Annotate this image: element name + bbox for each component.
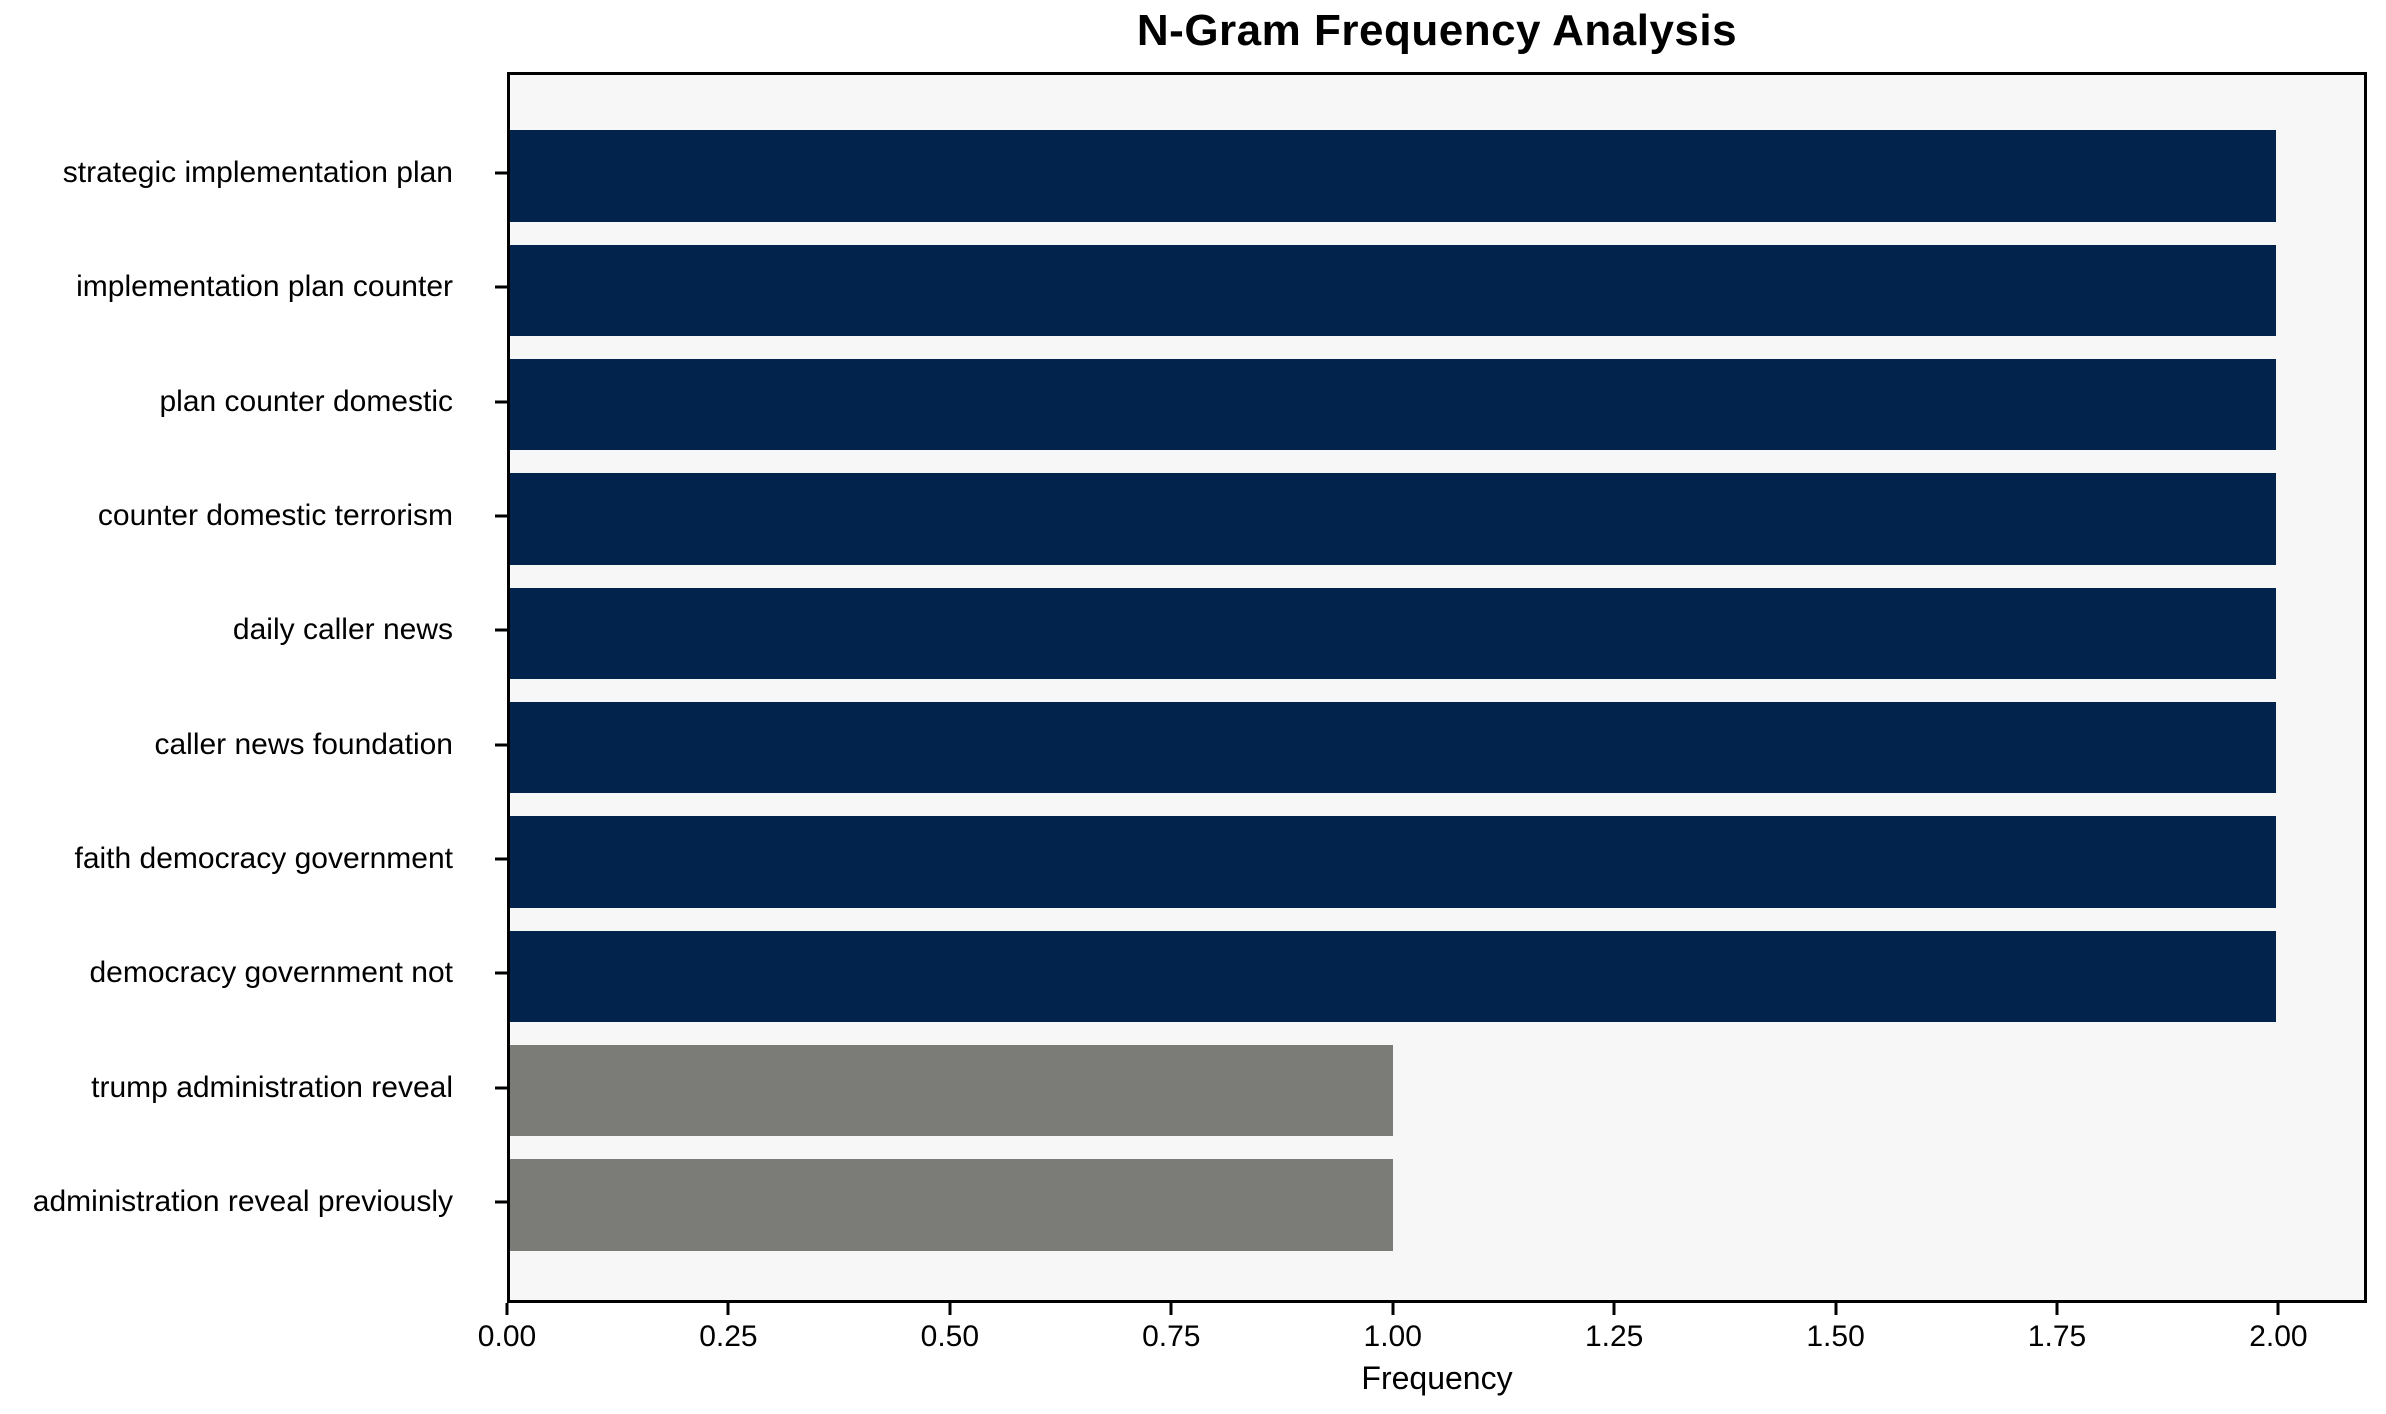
x-tick-label: 1.75 [2027,1320,2087,1353]
bar [510,473,2276,565]
y-tick-mark [495,400,507,404]
y-tick-mark [495,743,507,747]
x-tick-mark [948,1303,952,1315]
x-tick-label: 0.00 [477,1320,537,1353]
x-tick-mark [1834,1303,1838,1315]
x-tick-label: 2.00 [2249,1320,2308,1353]
y-tick-mark [495,628,507,632]
y-tick-label: strategic implementation plan [62,156,453,190]
x-axis-label: Frequency [1361,1360,1513,1396]
y-tick-mark [495,1086,507,1090]
bar [510,359,2276,451]
plot-area [507,72,2367,1303]
x-tick-mark [2055,1303,2059,1315]
bar [510,1159,1393,1251]
x-tick-mark [1612,1303,1616,1315]
bar [510,130,2276,222]
bar [510,1044,1393,1137]
bar [510,244,2276,337]
bar [510,701,2276,794]
bar [510,587,2276,680]
x-tick-label: 0.25 [699,1320,758,1353]
y-tick-label: administration reveal previously [32,1184,453,1218]
y-tick-label: plan counter domestic [159,384,454,418]
y-tick-mark [495,971,507,975]
y-tick-mark [495,514,507,518]
y-tick-mark [495,285,507,289]
chart-title: N-Gram Frequency Analysis [1136,6,1738,55]
bar [510,816,2276,908]
y-tick-label: faith democracy government [74,841,453,875]
y-tick-label: implementation plan counter [76,270,453,304]
y-tick-label: trump administration reveal [91,1070,453,1104]
bar [510,930,2276,1022]
y-tick-mark [495,171,507,175]
x-tick-label: 1.00 [1363,1320,1422,1353]
x-tick-mark [1391,1303,1395,1315]
y-tick-label: daily caller news [232,613,453,647]
y-tick-mark [495,857,507,861]
x-tick-label: 1.50 [1806,1320,1865,1353]
x-tick-mark [505,1303,509,1315]
x-tick-label: 0.75 [1142,1320,1201,1353]
x-tick-label: 1.25 [1584,1320,1644,1353]
y-tick-label: caller news foundation [154,727,453,761]
y-tick-label: counter domestic terrorism [97,499,453,533]
y-tick-label: democracy government not [89,956,453,990]
x-tick-mark [726,1303,730,1315]
x-tick-mark [1169,1303,1173,1315]
y-tick-mark [495,1200,507,1204]
x-tick-label: 0.50 [920,1320,980,1353]
x-tick-mark [2276,1303,2280,1315]
